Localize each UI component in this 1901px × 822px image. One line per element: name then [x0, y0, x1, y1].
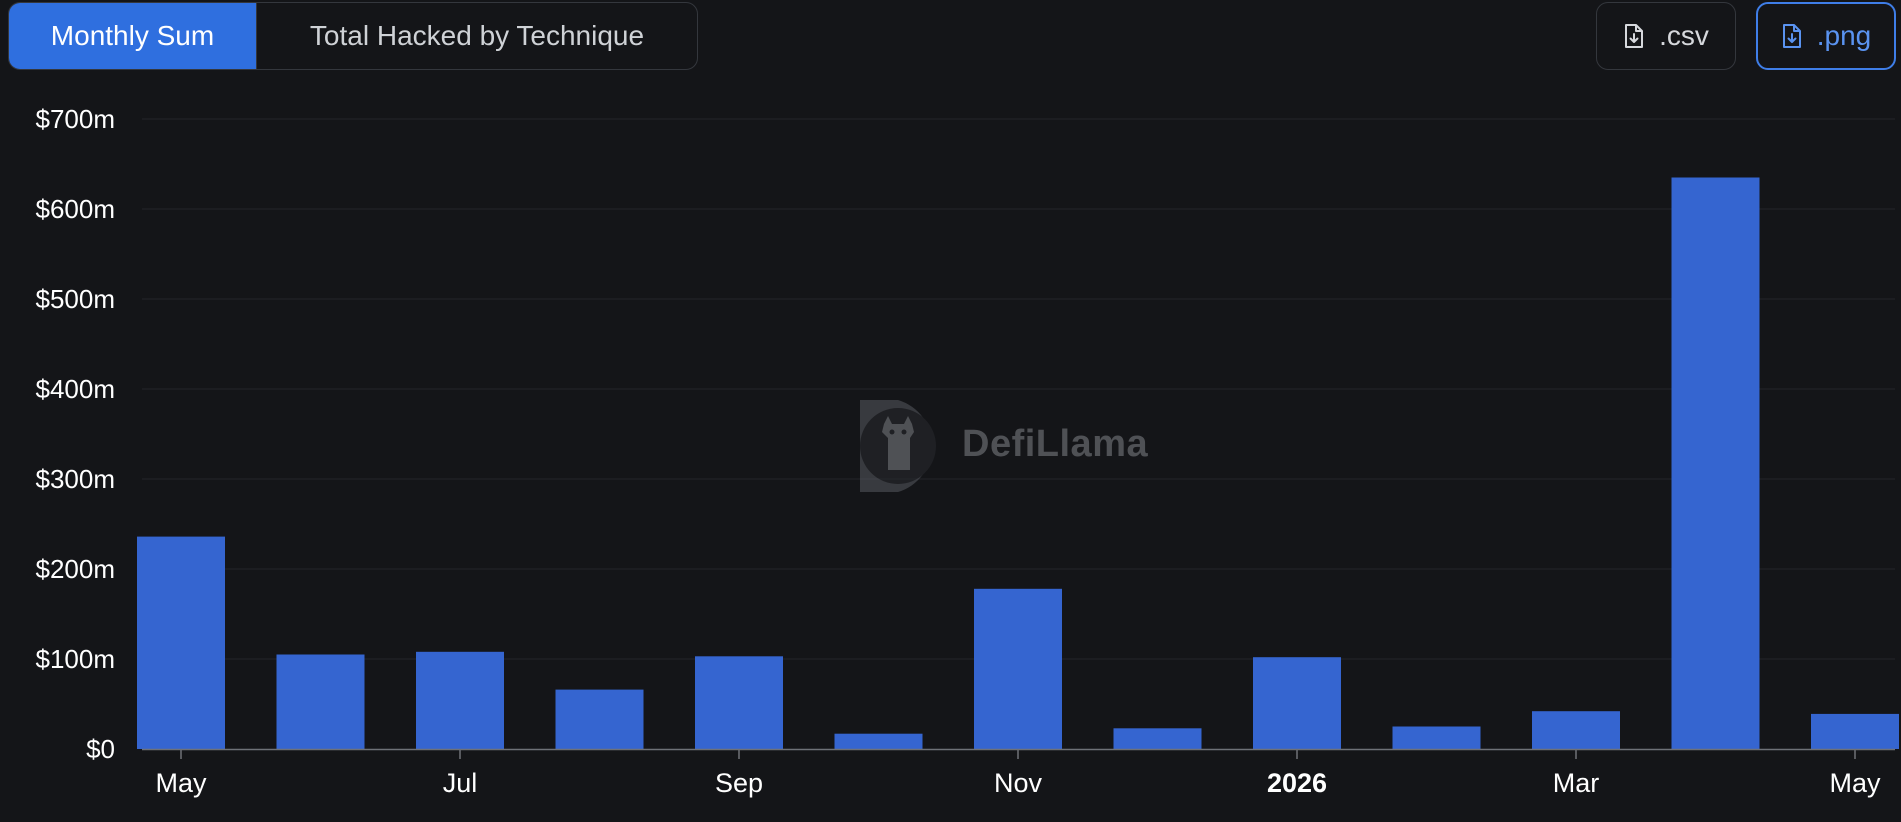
- bar-2025-09[interactable]: [695, 656, 783, 749]
- bar-2026-04[interactable]: [1671, 177, 1760, 750]
- bar-2025-11[interactable]: [974, 588, 1062, 749]
- tab-total-hacked-by-technique[interactable]: Total Hacked by Technique: [256, 3, 697, 69]
- x-tick-label: 2026: [1267, 768, 1327, 798]
- file-download-icon: [1625, 24, 1644, 48]
- bar-2025-12[interactable]: [1113, 728, 1202, 749]
- y-tick-label: $100m: [36, 644, 116, 674]
- y-tick-label: $700m: [36, 104, 116, 134]
- download-csv-button[interactable]: .csv: [1596, 2, 1736, 70]
- x-tick-label: May: [1829, 768, 1881, 798]
- chart-grid: [142, 118, 1895, 660]
- file-download-icon: [1782, 24, 1801, 48]
- bar-2026-01[interactable]: [1253, 657, 1341, 749]
- bar-2025-10[interactable]: [834, 733, 923, 749]
- x-axis: May Jul Sep Nov 2026 Mar May: [142, 748, 1895, 798]
- tab-monthly-sum[interactable]: Monthly Sum: [9, 3, 256, 69]
- download-csv-label: .csv: [1659, 20, 1709, 51]
- y-tick-label: $600m: [36, 194, 116, 224]
- bar-2026-03[interactable]: [1532, 711, 1620, 749]
- x-tick-label: Jul: [443, 768, 478, 798]
- bar-2025-05[interactable]: [137, 536, 225, 749]
- bar-2025-08[interactable]: [555, 689, 644, 749]
- x-tick-label: Sep: [715, 768, 763, 798]
- y-tick-label: $200m: [36, 554, 116, 584]
- bar-2026-02[interactable]: [1392, 726, 1481, 750]
- bar-2026-05[interactable]: [1811, 713, 1899, 749]
- y-tick-label: $0: [86, 734, 115, 764]
- y-axis: $0 $100m $200m $300m $400m $500m $600m $700m: [36, 104, 116, 764]
- x-tick-label: Nov: [994, 768, 1043, 798]
- bar-2025-07[interactable]: [416, 651, 504, 749]
- y-tick-label: $400m: [36, 374, 116, 404]
- chart-mode-tabs: Monthly Sum Total Hacked by Technique: [8, 2, 698, 70]
- bar-2025-06[interactable]: [276, 654, 365, 750]
- download-png-button[interactable]: .png: [1756, 2, 1896, 70]
- y-tick-label: $500m: [36, 284, 116, 314]
- download-png-label: .png: [1816, 20, 1872, 51]
- chart-bars: [137, 177, 1899, 750]
- x-tick-label: Mar: [1553, 768, 1600, 798]
- y-tick-label: $300m: [36, 464, 116, 494]
- x-tick-label: May: [155, 768, 207, 798]
